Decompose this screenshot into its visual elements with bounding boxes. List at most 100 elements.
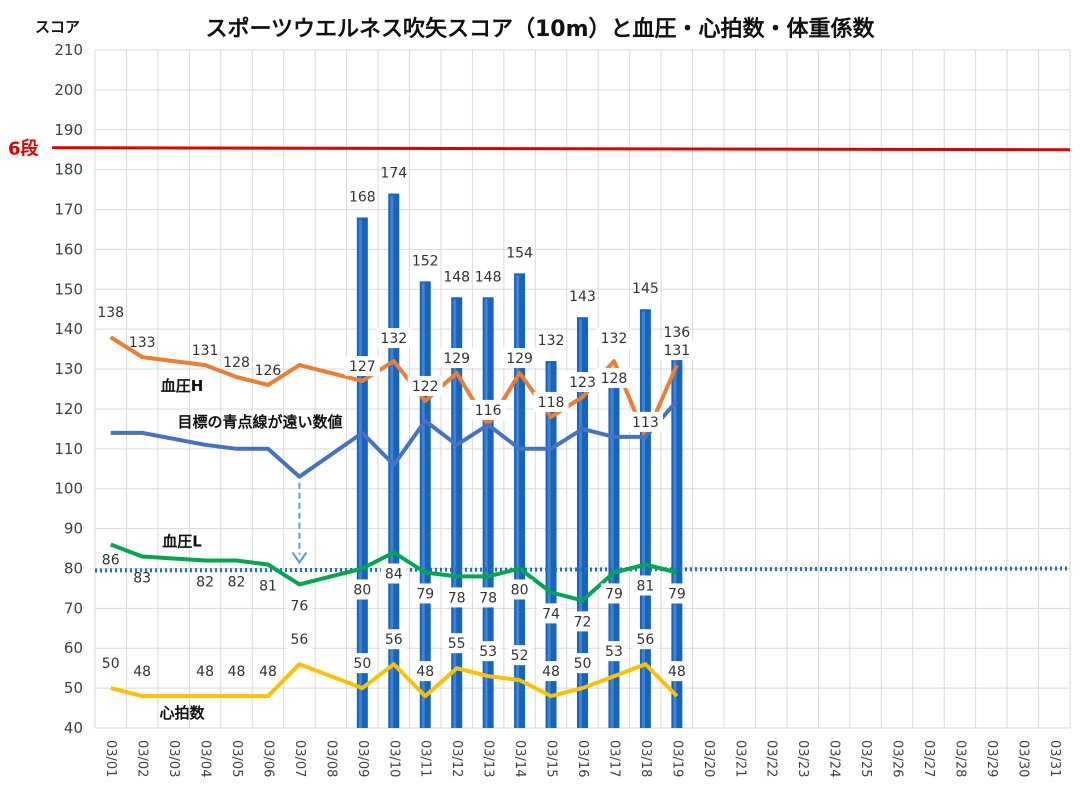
bp-high-label-bg [470,399,506,420]
score-bar [545,361,557,728]
x-tick-label: 03/11 [418,740,433,777]
y-ticks: 40 50 60 70 80 90 100 110 120 130 140 150 160 170 180 1… [54,41,83,737]
bp-low-label-bg [663,583,690,604]
x-tick-label: 03/31 [1047,740,1062,777]
x-tick-label: 03/10 [386,740,401,777]
bp-high-label-bg [533,391,569,412]
bar-value-label-bg [596,368,632,389]
pulse-label: 55 [448,636,466,652]
bp-high-label: 123 [569,375,596,391]
x-tick-label: 03/30 [1015,740,1030,777]
bp-high-label: 126 [255,363,282,379]
pulse-label: 56 [385,632,403,648]
score-bar-highlight [579,319,582,728]
bar-value-label: 148 [443,269,470,285]
x-tick-label: 03/06 [260,740,275,777]
bar-value-label: 128 [601,371,628,387]
score-bar-highlight [673,355,677,728]
grid [94,49,1071,729]
score-bar [388,193,400,728]
bp-high-label: 131 [192,343,219,359]
score-bar [482,297,494,728]
pulse-label-bg [600,641,627,662]
score-bar-highlight [453,299,457,728]
bp-high-label-bg [439,348,475,369]
bp-low-label-bg [412,583,439,604]
bp-low-label-bg [475,587,502,608]
bp-low-label: 74 [542,606,560,622]
bp-high-label: 118 [538,395,565,411]
pulse-label: 48 [196,664,214,680]
bp-high-label: 138 [97,305,124,321]
score-bar-highlight [641,311,645,728]
bp-low-label: 81 [636,578,654,594]
bar-value-label: 136 [663,325,690,341]
chart-title: スポーツウエルネス吹矢スコア（10m）と血圧・心拍数・体重係数 [205,16,875,42]
bar-value-label: 174 [380,166,407,182]
x-tick-label: 03/18 [638,740,653,777]
series-name-label: 血圧H [161,377,204,395]
bp-low-label-bg [443,587,470,608]
x-tick-label: 03/09 [355,740,370,777]
y-tick-label: 130 [54,360,83,378]
series-line [109,542,678,603]
bp-low-label-bg [506,579,533,600]
bar-value-label: 168 [349,190,376,206]
bp-low-label: 78 [479,590,497,606]
y-tick-label: 190 [54,121,83,139]
score-bars [356,193,683,728]
x-tick-label: 03/24 [827,740,842,777]
x-tick-label: 03/08 [323,740,338,777]
bp-high-label: 131 [663,343,690,359]
bp-low-label: 80 [353,582,371,598]
pulse-label: 48 [259,664,277,680]
x-tick-label: 03/03 [166,740,181,777]
y-tick-label: 90 [64,520,83,538]
bp-low-label: 72 [574,614,592,630]
bp-low-label-bg [538,603,565,624]
x-tick-label: 03/02 [135,740,150,777]
bp-low-label: 82 [196,574,214,590]
score-bar [356,217,368,728]
bp-high-label-bg [502,348,538,369]
y-tick-label: 200 [54,81,83,99]
x-ticks: 03/01 03/02 03/03 03/04 03/05 03/06 03/07 03/08… [103,740,1062,777]
y-tick-label: 100 [54,480,83,498]
bp-low-label-bg [286,595,313,616]
pulse-label: 56 [291,632,309,648]
x-tick-label: 03/20 [701,740,716,777]
bp-high-label-bg [407,375,443,396]
pulse-label-bg [443,633,470,654]
bp-low-label-bg [600,583,627,604]
x-tick-label: 03/04 [198,740,213,777]
bar-value-label: 145 [632,281,659,297]
y-tick-label: 40 [64,719,83,737]
bp-high-label: 113 [632,415,659,431]
y-tick-label: 60 [64,639,83,657]
y-tick-label: 50 [64,679,83,697]
bp-high-label-bg [565,371,600,392]
bp-high-label-bg [659,340,695,361]
bar-value-label: 154 [506,245,533,261]
x-tick-label: 03/26 [890,740,905,777]
bar-value-label: 143 [569,289,596,305]
x-tick-label: 03/29 [984,740,999,777]
bp-low-label: 80 [511,582,529,598]
pulse-label-bg [475,641,502,662]
bp-high-label-bg [344,356,380,377]
score-bar-highlight [516,275,520,728]
x-tick-label: 03/12 [449,740,464,777]
bp-high-label: 122 [412,379,439,395]
pulse-label: 53 [605,644,623,660]
bp-low-label: 86 [102,553,120,569]
x-tick-label: 03/17 [606,740,621,777]
bp-low-label: 79 [668,586,686,602]
pulse-label-bg [538,661,565,682]
x-tick-label: 03/14 [512,740,527,777]
x-tick-label: 03/07 [292,740,307,777]
bp-low-label-bg [569,611,596,632]
pulse-label: 53 [479,644,497,660]
series-name-label: 血圧L [162,533,202,551]
pulse-label-bg [286,629,313,650]
